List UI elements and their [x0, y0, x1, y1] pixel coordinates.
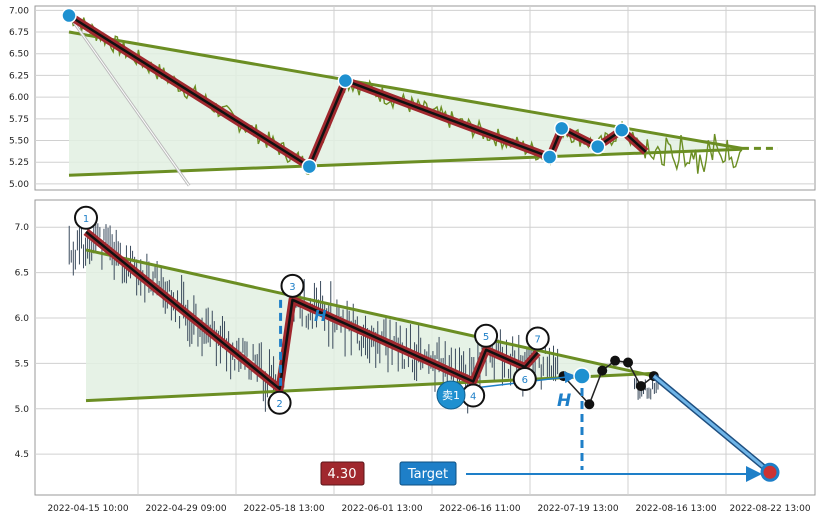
bottom-y-tick: 5.0	[15, 405, 30, 415]
forecast-point	[610, 355, 621, 366]
pattern-label: 5	[483, 332, 489, 343]
x-tick: 2022-05-18 13:00	[243, 504, 324, 514]
top-upper-trendline	[68, 30, 743, 150]
pattern-label: 1	[83, 214, 89, 225]
pattern-label-circle	[280, 273, 305, 298]
forecast-point	[635, 381, 646, 392]
pattern-label: 6	[522, 375, 528, 386]
x-tick: 2022-08-22 13:00	[729, 504, 810, 514]
forecast-point	[584, 399, 595, 410]
bottom-y-tick: 5.5	[15, 359, 29, 369]
bottom-pattern-inner	[85, 230, 539, 391]
price-badge-label: 4.30	[328, 467, 357, 482]
top-y-axis: 7.00 6.75 6.50 6.25 6.00 5.75 5.50 5.25 5.00	[9, 6, 29, 190]
bottom-upper-trendline	[85, 248, 655, 378]
target-line-inner	[652, 374, 771, 474]
top-pattern-node	[553, 120, 570, 137]
forecast-point	[623, 357, 634, 368]
pattern-label: 2	[276, 399, 282, 410]
top-y-tick: 5.00	[9, 180, 29, 190]
height-label: H	[557, 391, 571, 411]
top-y-tick: 5.75	[9, 115, 29, 125]
price-badge: 4.30	[320, 461, 365, 486]
top-pattern-node	[541, 149, 558, 165]
bottom-y-tick: 6.0	[15, 314, 30, 324]
x-tick: 2022-04-15 10:00	[47, 504, 128, 514]
pattern-label: 4	[470, 392, 476, 403]
bottom-y-tick: 7.0	[15, 223, 30, 233]
target-button-label: Target	[407, 467, 448, 482]
sell-label: 卖1	[442, 389, 460, 402]
top-y-tick: 7.00	[9, 6, 29, 16]
forecast-point	[558, 371, 569, 382]
top-y-tick: 6.00	[9, 93, 29, 103]
x-tick: 2022-07-19 13:00	[537, 504, 618, 514]
bottom-y-tick: 4.5	[15, 450, 29, 460]
top-pattern-node	[61, 7, 77, 24]
top-pattern-node	[337, 72, 354, 89]
pattern-label-circle	[512, 367, 537, 392]
top-pattern-node	[614, 122, 630, 138]
top-y-tick: 5.50	[9, 137, 29, 147]
breakout-node	[573, 367, 591, 385]
x-tick: 2022-06-16 11:00	[439, 504, 520, 514]
bottom-y-tick: 6.5	[15, 269, 29, 279]
bottom-y-axis: 7.0 6.5 6.0 5.5 5.0 4.5	[15, 223, 30, 460]
pattern-label-circle	[474, 323, 499, 348]
pattern-label-circle	[267, 390, 292, 415]
x-axis: 2022-04-15 10:00 2022-04-29 09:00 2022-05-…	[47, 504, 810, 514]
top-y-tick: 6.50	[9, 50, 29, 60]
top-pattern-node	[589, 138, 606, 155]
pattern-label-circle	[525, 326, 550, 351]
forecast-point	[597, 365, 608, 376]
pattern-label: 7	[535, 334, 541, 345]
top-y-tick: 5.25	[9, 158, 29, 168]
x-tick: 2022-08-16 13:00	[635, 504, 716, 514]
x-tick: 2022-06-01 13:00	[341, 504, 422, 514]
sell-badge[interactable]: 卖1	[436, 380, 466, 410]
top-pattern-node	[301, 158, 318, 175]
top-y-tick: 6.75	[9, 28, 29, 38]
target-button[interactable]: Target	[399, 461, 457, 486]
height-label-small: H	[314, 307, 327, 325]
top-plot	[61, 7, 778, 187]
pattern-label: 3	[289, 282, 295, 293]
top-lower-trendline	[68, 147, 743, 177]
top-helper-line-inner	[68, 15, 190, 186]
top-y-tick: 6.25	[9, 71, 29, 81]
pattern-label-circle	[74, 205, 98, 230]
x-tick: 2022-04-29 09:00	[145, 504, 226, 514]
target-endpoint	[760, 462, 780, 482]
